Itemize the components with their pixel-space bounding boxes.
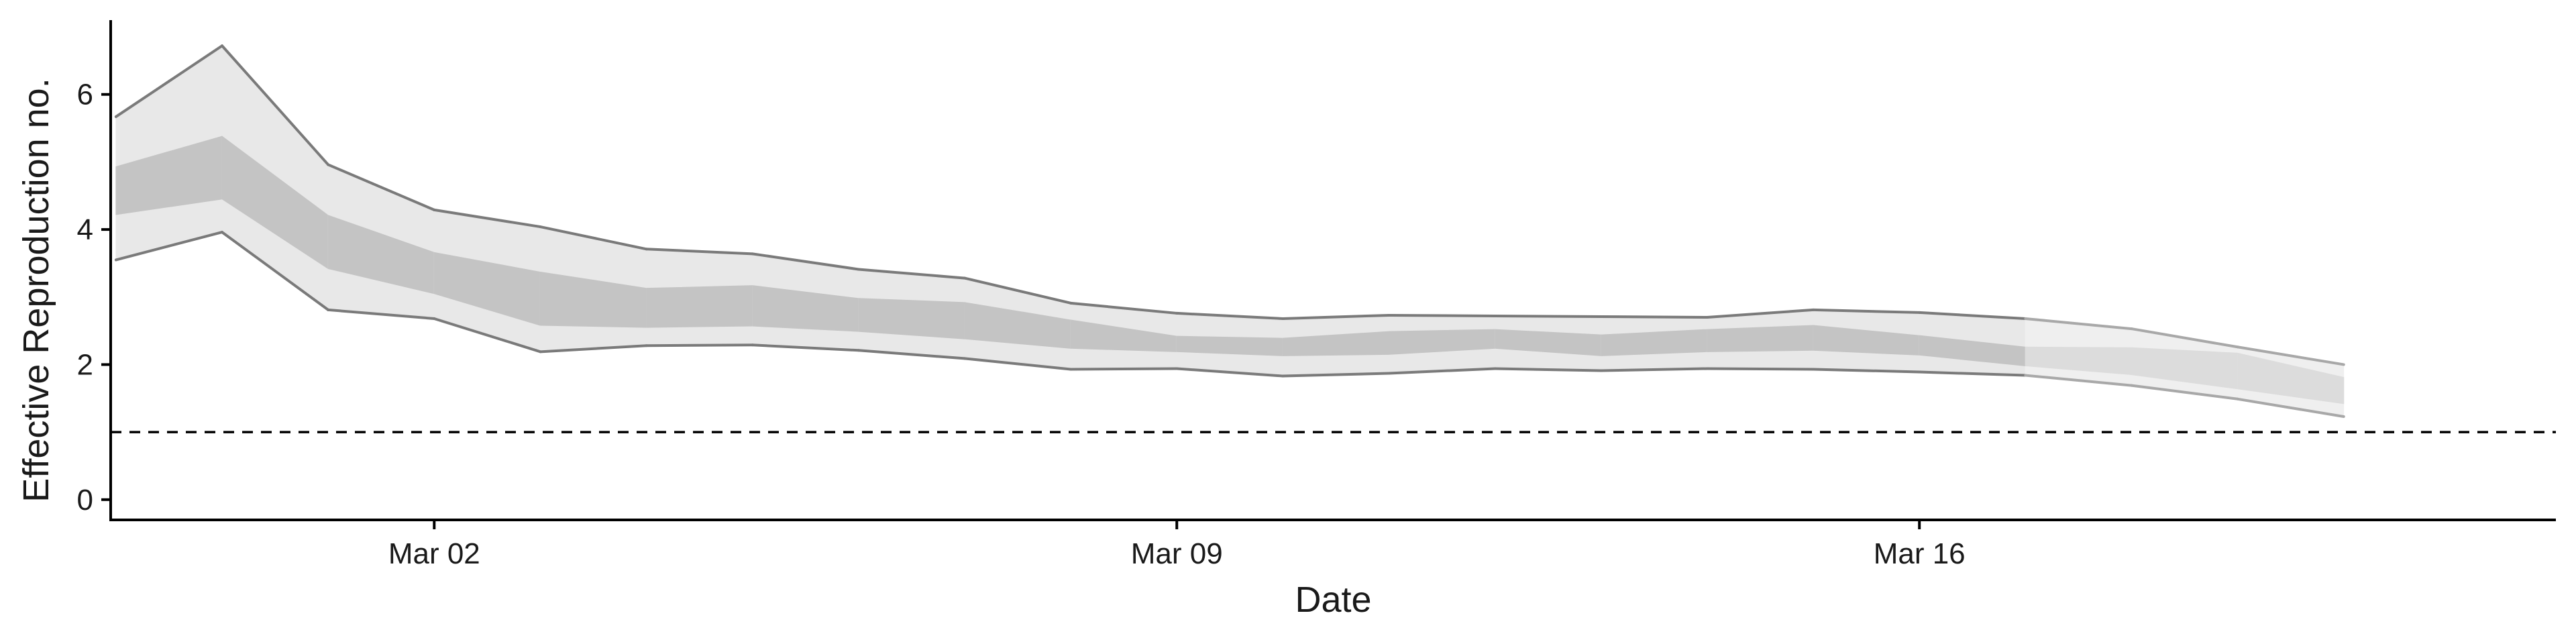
upper-bound-segment <box>539 225 648 251</box>
upper-bound-segment <box>751 252 860 271</box>
upper-bound-segment <box>963 276 1073 305</box>
axes <box>109 20 2556 521</box>
upper-bound-segment <box>2236 345 2345 366</box>
lower-bound-segment <box>857 349 966 360</box>
y-tick-label: 0 <box>77 484 93 517</box>
y-tick-label: 2 <box>77 348 93 381</box>
lower-bound-segment <box>1812 368 1921 374</box>
upper-bound-segment <box>2024 317 2133 331</box>
upper-bound-segment <box>1812 308 1921 314</box>
lower-bound-segment <box>1599 367 1709 372</box>
lower-bound-segment <box>1493 367 1603 372</box>
lower-bound-segment <box>433 317 542 354</box>
upper-bound-segment <box>1175 311 1285 320</box>
lower-bound-segment <box>114 231 224 262</box>
credible-interval-bands <box>115 44 2345 417</box>
lower-bound-segment <box>1175 367 1285 378</box>
inner-band-segment <box>1707 325 1814 352</box>
upper-bound-segment <box>1918 311 2027 320</box>
lower-bound-segment <box>1705 367 1815 371</box>
upper-bound-segment <box>1281 313 1391 320</box>
upper-bound-segment <box>1387 313 1497 317</box>
lower-bound-segment <box>1281 372 1391 378</box>
upper-bound-segment <box>327 163 436 211</box>
upper-bound-segment <box>1705 308 1815 319</box>
lower-bound-segment <box>221 231 330 311</box>
y-axis-ticks: 0 2 4 6 <box>77 78 111 517</box>
upper-bound-segment <box>221 44 330 166</box>
inner-band-segment <box>646 285 753 328</box>
lower-bound-segment <box>539 344 648 354</box>
lower-bound-segment <box>963 357 1073 371</box>
lower-bound-segment <box>1918 370 2027 377</box>
x-axis-title: Date <box>1295 580 1371 620</box>
upper-bound-segment <box>1493 314 1603 318</box>
lower-bound-segment <box>1387 367 1497 375</box>
lower-bound-segment <box>2236 397 2345 418</box>
upper-bound-segment <box>2130 327 2239 349</box>
lower-bound-segment <box>2024 374 2133 387</box>
interval-bound-lines <box>114 44 2345 418</box>
upper-bound-segment <box>645 248 754 256</box>
x-tick-label: Mar 16 <box>1874 537 1966 570</box>
lower-bound-segment <box>2130 384 2239 400</box>
x-axis-ticks: Mar 02 Mar 09 Mar 16 <box>388 520 1966 570</box>
inner-band-segment <box>2237 352 2345 405</box>
upper-bound-segment <box>857 268 966 280</box>
upper-bound-segment <box>1069 301 1179 315</box>
lower-bound-segment <box>751 343 860 352</box>
lower-bound-segment <box>1069 367 1179 371</box>
upper-bound-segment <box>433 208 542 229</box>
y-axis-title: Effective Reproduction no. <box>16 78 56 502</box>
y-tick-label: 6 <box>77 78 93 111</box>
x-tick-label: Mar 09 <box>1131 537 1223 570</box>
y-tick-label: 4 <box>77 213 93 246</box>
lower-bound-segment <box>327 308 436 320</box>
inner-band-segment <box>858 298 965 339</box>
x-tick-label: Mar 02 <box>388 537 480 570</box>
upper-bound-segment <box>114 44 224 118</box>
